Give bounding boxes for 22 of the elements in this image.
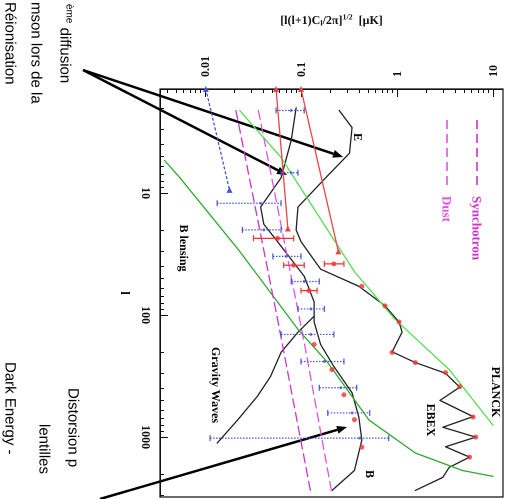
- text: Synchotron: [470, 196, 484, 261]
- text: ème diffusion: [56, 4, 74, 84]
- y-axis-title: l: [118, 291, 134, 296]
- y-tick-label: 100: [139, 306, 153, 324]
- annotation: PLANCK: [489, 366, 503, 418]
- text: Réionisation: [2, 2, 18, 85]
- text: Dark Energy -: [2, 362, 18, 455]
- annotation: E: [351, 132, 365, 142]
- text: Dust: [440, 196, 454, 223]
- x-tick-label: 0.1: [294, 62, 308, 77]
- x-tick-label: 1: [390, 71, 404, 77]
- text: Distorsion p: [64, 388, 82, 468]
- annotation: EBEX: [424, 404, 438, 437]
- annotation: Gravity Waves: [209, 346, 223, 424]
- y-tick-label: 1000: [139, 425, 153, 450]
- annotation: B: [363, 470, 377, 478]
- text: lentilles: [36, 424, 52, 474]
- x-tick-label: 0.01: [198, 56, 212, 77]
- y-tick-label: 10: [139, 187, 153, 200]
- annotation: B lensing: [177, 224, 191, 272]
- text: mson lors de la: [28, 2, 44, 104]
- x-tick-label: 10: [486, 65, 500, 77]
